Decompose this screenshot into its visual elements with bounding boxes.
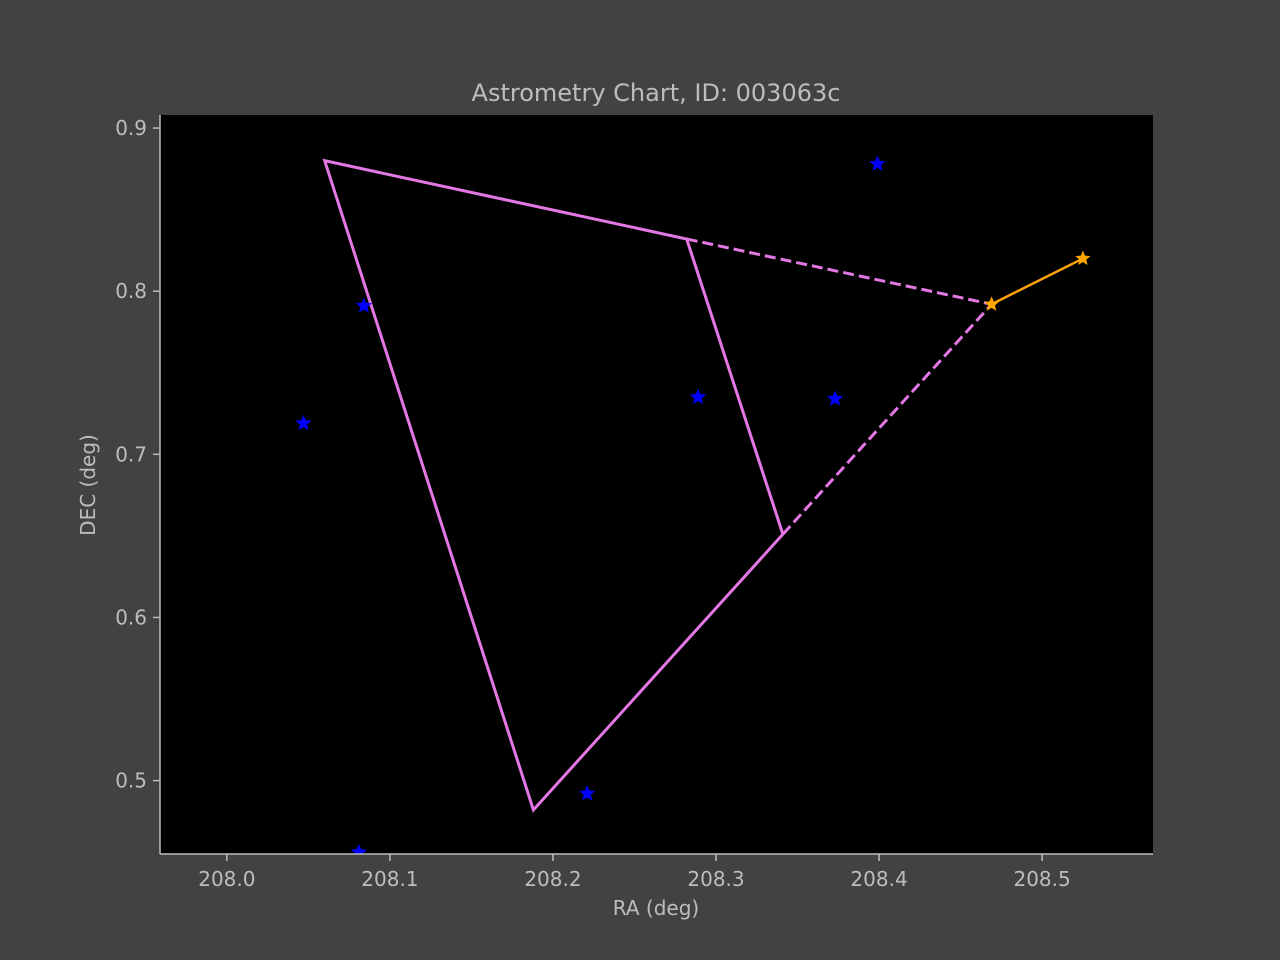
star-point <box>295 414 312 431</box>
field-outline-dashed <box>781 303 993 536</box>
chart-title: Astrometry Chart, ID: 003063c <box>472 79 841 107</box>
star-point <box>869 155 886 171</box>
x-tick-label: 208.5 <box>1013 867 1070 891</box>
track-point <box>983 296 1000 311</box>
y-axis-label: DEC (deg) <box>76 434 100 536</box>
x-tick-label: 208.2 <box>524 867 581 891</box>
field-outline-dashed <box>686 237 992 306</box>
y-tick-label: 0.6 <box>115 605 147 629</box>
star-point <box>350 843 368 854</box>
x-tick-label: 208.1 <box>361 867 418 891</box>
x-tick-label: 208.4 <box>850 867 907 891</box>
star-point <box>579 785 596 801</box>
x-ticks: 208.0 208.1 208.2 208.3 208.4 208.5 <box>198 854 1071 891</box>
track-line <box>991 257 1084 306</box>
star-point <box>826 390 844 406</box>
x-axis-label: RA (deg) <box>613 896 699 920</box>
y-tick-label: 0.8 <box>115 279 147 303</box>
y-tick-label: 0.5 <box>115 769 147 793</box>
field-outline-solid <box>322 158 785 813</box>
data-layer <box>295 155 1091 854</box>
y-tick-label: 0.7 <box>115 442 147 466</box>
x-tick-label: 208.3 <box>687 867 744 891</box>
plot-area <box>160 115 1153 854</box>
track-point <box>1075 250 1091 266</box>
y-tick-label: 0.9 <box>115 116 147 140</box>
y-ticks: 0.5 0.6 0.7 0.8 0.9 <box>115 116 160 793</box>
star-point <box>689 388 707 405</box>
x-tick-label: 208.0 <box>198 867 255 891</box>
star-point <box>355 297 372 313</box>
